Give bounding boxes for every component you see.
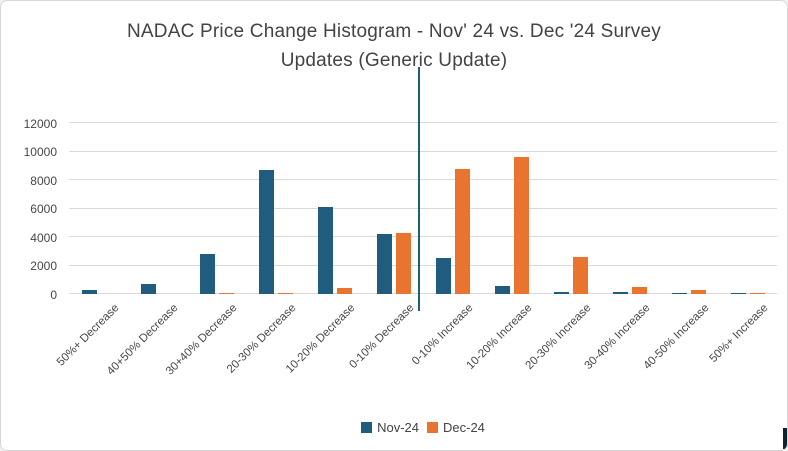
bar-nov-24-10-20-increase[interactable] <box>494 286 510 294</box>
gridline-6000 <box>69 207 777 209</box>
bar-nov-24-0-10-decrease[interactable] <box>376 234 392 294</box>
legend-swatch-nov-24 <box>361 422 373 433</box>
legend-label-dec-24: Dec-24 <box>443 420 485 435</box>
bar-dec-24-20-30-decrease[interactable] <box>277 292 293 294</box>
bar-nov-24-30-40-increase[interactable] <box>612 292 628 294</box>
y-axis: 0 2000 4000 6000 8000 10000 12000 <box>11 86 63 302</box>
legend-item-dec-24[interactable]: Dec-24 <box>427 420 485 435</box>
x-label-20-30-decrease: 20-30% Decrease <box>224 302 298 376</box>
bar-dec-24-10-20-decrease[interactable] <box>336 288 352 294</box>
gridline-8000 <box>69 179 777 181</box>
chart-title: NADAC Price Change Histogram - Nov' 24 v… <box>1 17 787 75</box>
x-axis: 50%+ Decrease 40+50% Decrease 30+40% Decre… <box>54 294 777 404</box>
bar-nov-24-20-30-increase[interactable] <box>553 291 569 294</box>
x-label-0-10-decrease: 0-10% Decrease <box>346 302 416 372</box>
bar-dec-24-30-40-decrease[interactable] <box>218 292 234 294</box>
bar-nov-24-0-10-increase[interactable] <box>435 258 451 294</box>
bar-dec-24-40-50-increase[interactable] <box>690 290 706 294</box>
legend: Nov-24 Dec-24 <box>69 420 777 435</box>
x-label-40-50-decrease: 40+50% Decrease <box>104 302 180 378</box>
x-label-50-increase: 50%+ Increase <box>707 302 770 365</box>
gridline-10000 <box>69 150 777 152</box>
series-divider-line <box>418 67 420 311</box>
gridline-0 <box>69 293 777 294</box>
bar-dec-24-30-40-increase[interactable] <box>631 286 647 294</box>
legend-swatch-dec-24 <box>427 422 438 433</box>
bar-dec-24-50-increase[interactable] <box>749 292 765 294</box>
y-tick-label-6000: 6000 <box>30 202 57 217</box>
plot-area <box>69 86 777 294</box>
bar-dec-24-10-20-increase[interactable] <box>513 156 529 294</box>
chart-title-line1: NADAC Price Change Histogram - Nov' 24 v… <box>127 21 661 42</box>
bar-nov-24-20-30-decrease[interactable] <box>258 170 274 294</box>
x-label-20-30-increase: 20-30% Increase <box>523 302 593 372</box>
y-tick-label-8000: 8000 <box>30 173 57 188</box>
x-label-40-50-increase: 40-50% Increase <box>641 302 711 372</box>
bar-dec-24-0-10-decrease[interactable] <box>395 232 411 294</box>
y-tick-label-2000: 2000 <box>30 259 57 274</box>
bar-nov-24-50-increase[interactable] <box>730 292 746 294</box>
bar-dec-24-20-30-increase[interactable] <box>572 256 588 294</box>
x-label-10-20-decrease: 10-20% Decrease <box>283 302 357 376</box>
gridline-2000 <box>69 264 777 266</box>
legend-item-nov-24[interactable]: Nov-24 <box>361 420 419 435</box>
screen-edge-artifact <box>783 428 787 449</box>
gridline-12000 <box>69 122 777 124</box>
y-tick-label-12000: 12000 <box>23 116 57 131</box>
x-label-10-20-increase: 10-20% Increase <box>464 302 534 372</box>
x-label-0-10-increase: 0-10% Increase <box>409 302 475 368</box>
y-tick-label-10000: 10000 <box>23 145 57 160</box>
x-label-30-40-decrease: 30+40% Decrease <box>163 302 239 378</box>
bar-nov-24-50-decrease[interactable] <box>81 290 97 294</box>
bar-nov-24-30-40-decrease[interactable] <box>199 254 215 294</box>
y-tick-label-4000: 4000 <box>30 230 57 245</box>
gridline-4000 <box>69 236 777 238</box>
bar-dec-24-0-10-increase[interactable] <box>454 168 470 294</box>
legend-label-nov-24: Nov-24 <box>377 420 419 435</box>
bar-nov-24-40-50-increase[interactable] <box>671 292 687 294</box>
bar-nov-24-40-50-decrease[interactable] <box>140 284 156 294</box>
chart-title-line2: Updates (Generic Update) <box>280 50 508 71</box>
y-tick-label-0: 0 <box>50 287 57 302</box>
bar-nov-24-10-20-decrease[interactable] <box>317 207 333 294</box>
x-label-30-40-increase: 30-40% Increase <box>582 302 652 372</box>
